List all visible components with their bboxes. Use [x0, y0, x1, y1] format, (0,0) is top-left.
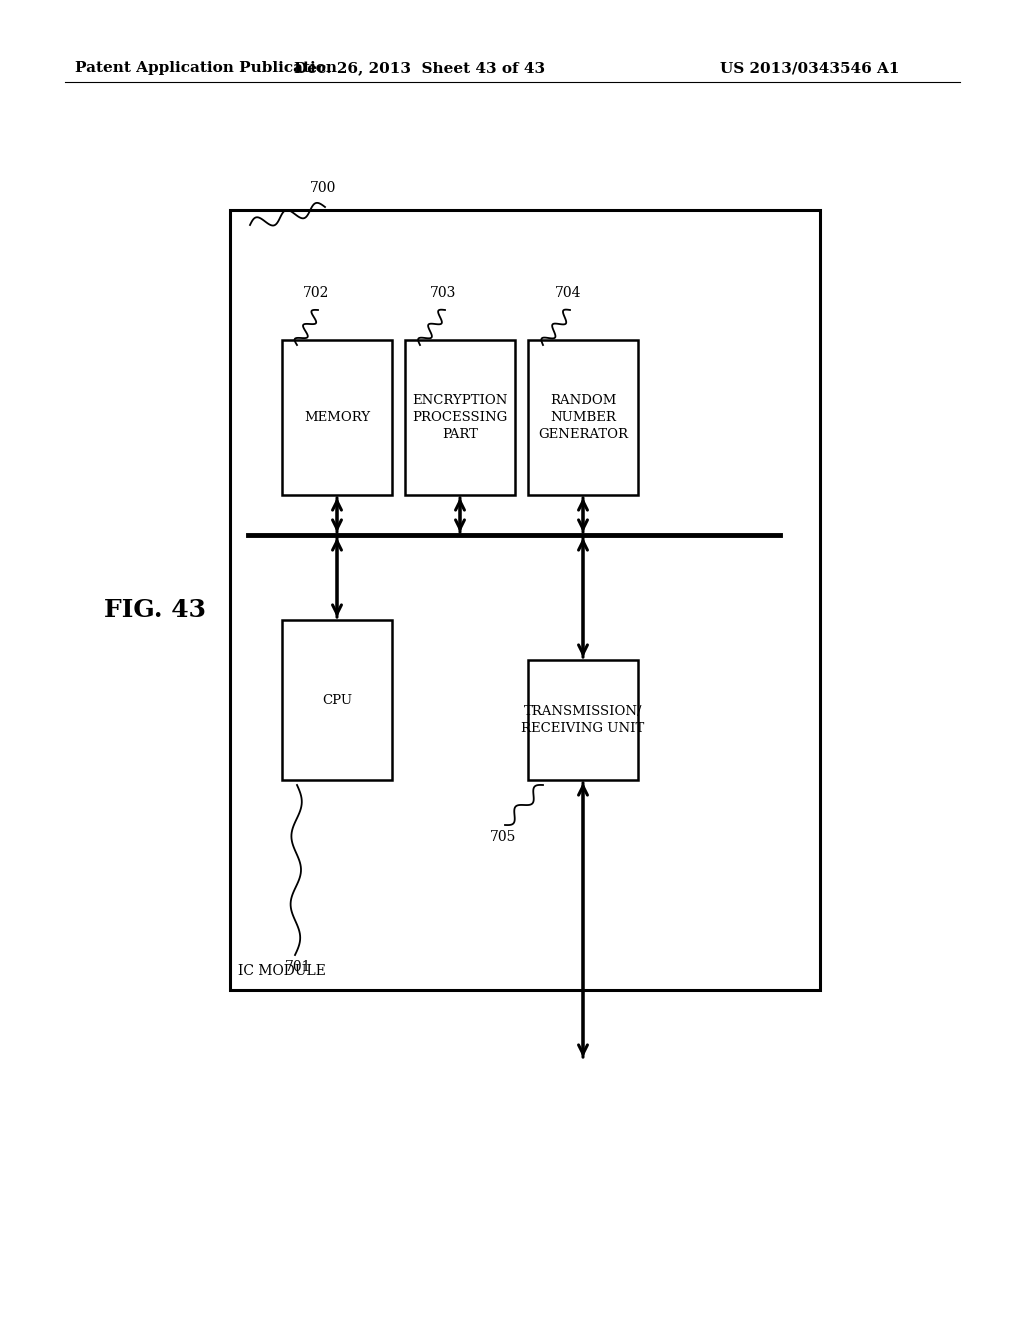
- Bar: [528, 660, 638, 780]
- Text: TRANSMISSION/
RECEIVING UNIT: TRANSMISSION/ RECEIVING UNIT: [521, 705, 645, 735]
- Bar: [282, 620, 392, 780]
- Text: ENCRYPTION
PROCESSING
PART: ENCRYPTION PROCESSING PART: [413, 393, 508, 441]
- Text: Dec. 26, 2013  Sheet 43 of 43: Dec. 26, 2013 Sheet 43 of 43: [295, 61, 546, 75]
- Text: US 2013/0343546 A1: US 2013/0343546 A1: [720, 61, 899, 75]
- Text: 705: 705: [490, 830, 516, 843]
- Text: Patent Application Publication: Patent Application Publication: [75, 61, 337, 75]
- Text: IC MODULE: IC MODULE: [238, 964, 326, 978]
- Bar: [230, 210, 820, 990]
- Bar: [406, 341, 515, 495]
- Text: 703: 703: [430, 286, 457, 300]
- Text: 704: 704: [555, 286, 582, 300]
- Bar: [528, 341, 638, 495]
- Text: 701: 701: [285, 960, 311, 974]
- Text: FIG. 43: FIG. 43: [104, 598, 206, 622]
- Text: MEMORY: MEMORY: [304, 411, 370, 424]
- Text: CPU: CPU: [322, 693, 352, 706]
- Bar: [282, 341, 392, 495]
- Text: 700: 700: [310, 181, 336, 195]
- Text: RANDOM
NUMBER
GENERATOR: RANDOM NUMBER GENERATOR: [538, 393, 628, 441]
- Text: 702: 702: [303, 286, 330, 300]
